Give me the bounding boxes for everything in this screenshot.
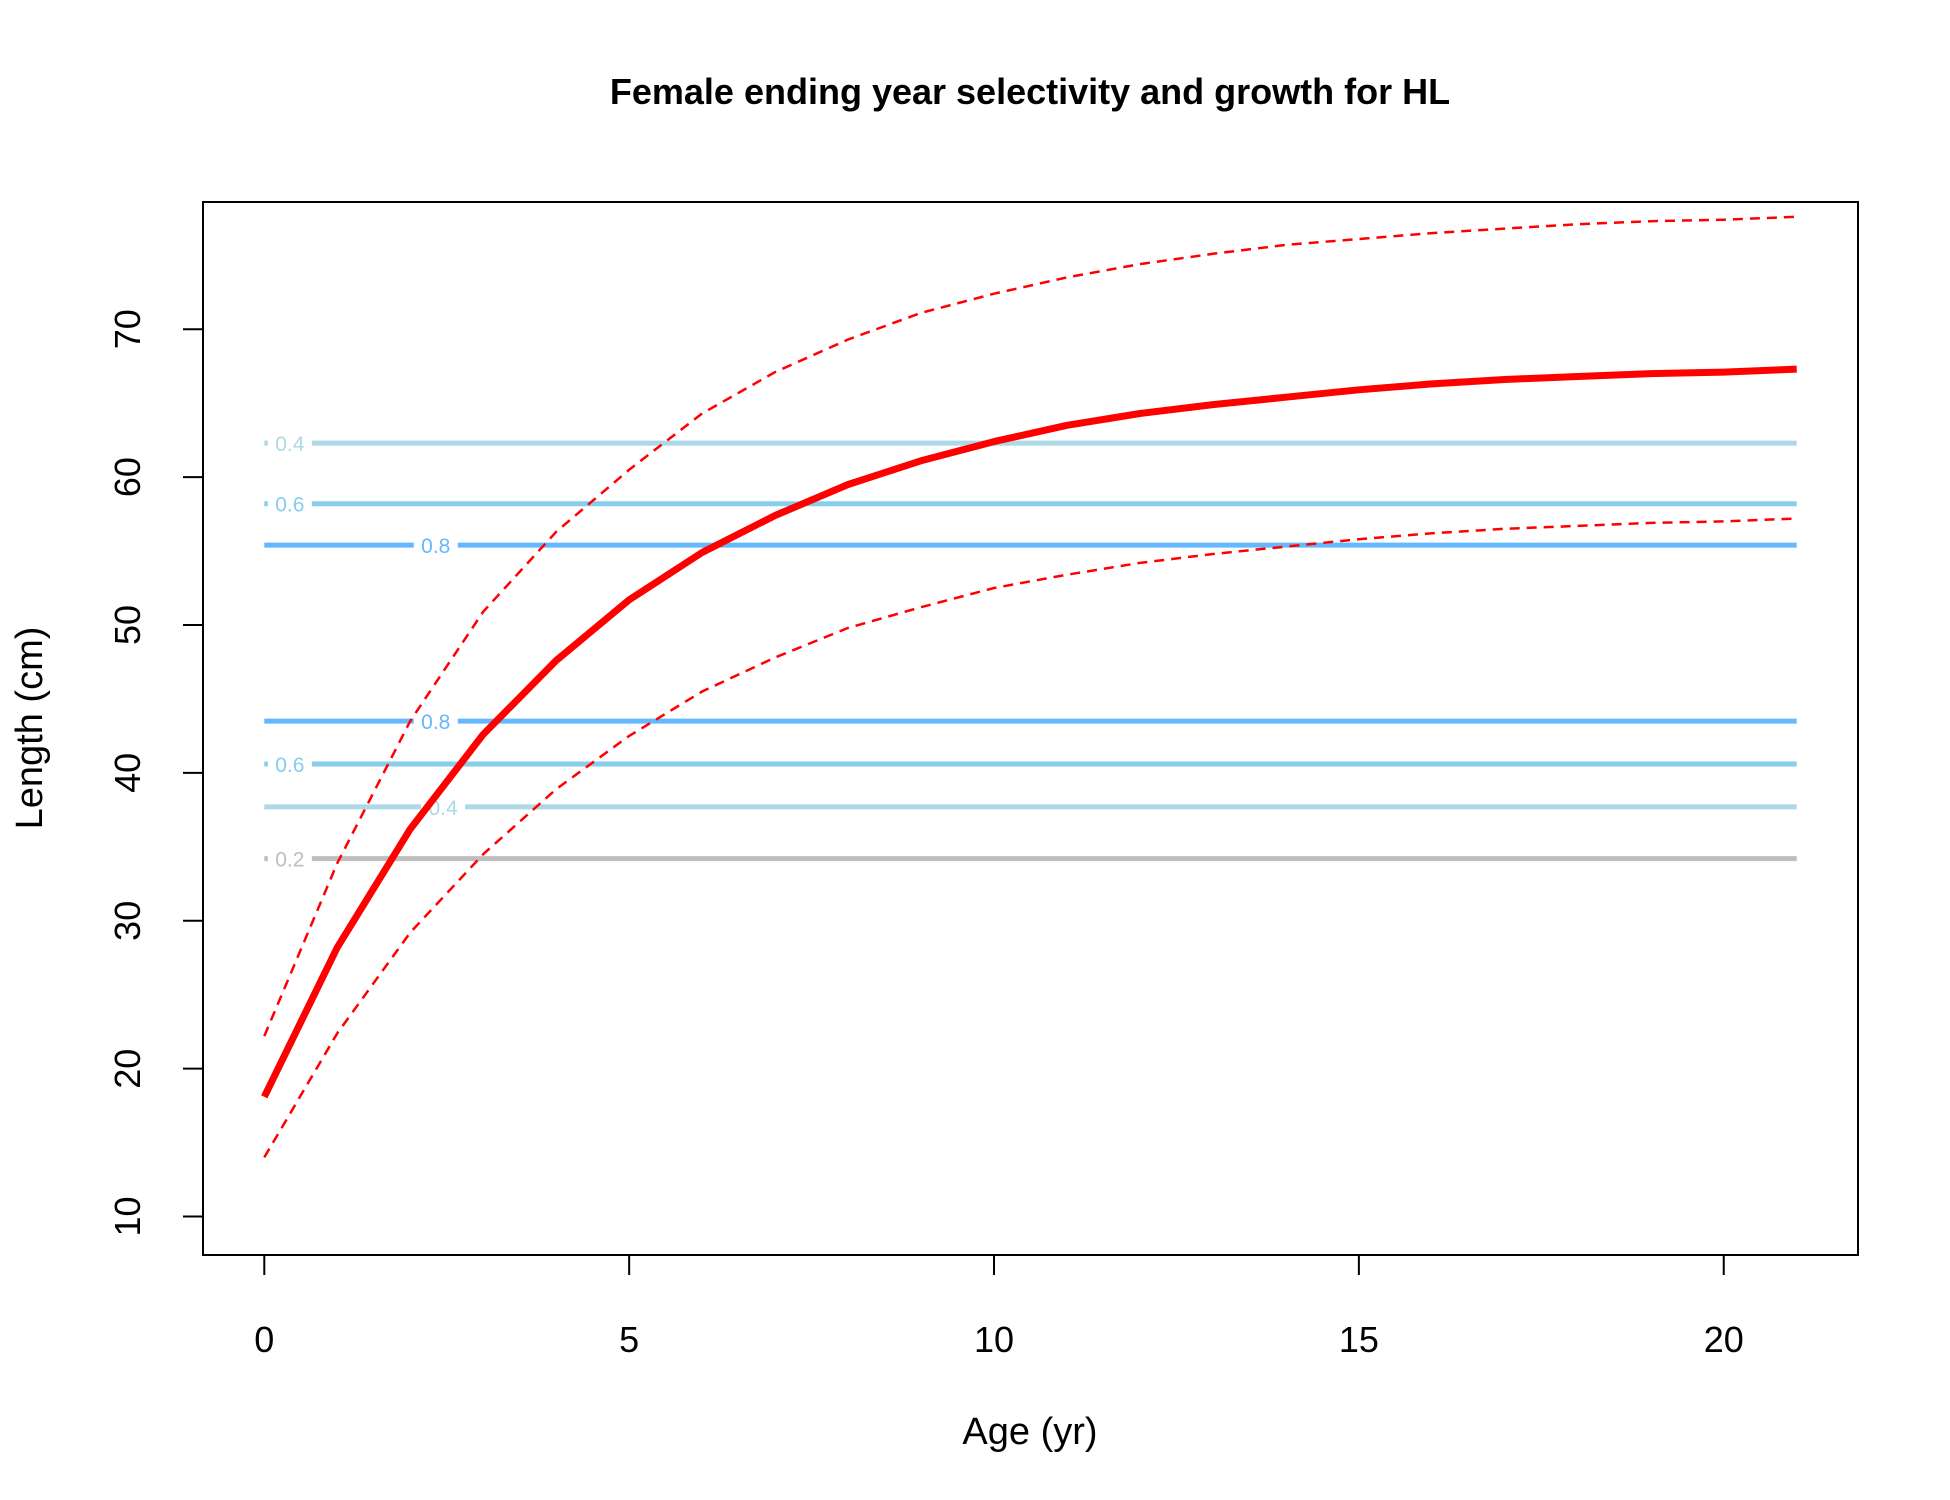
y-tick-label: 70: [107, 309, 148, 349]
contour-label: 0.2: [275, 849, 304, 872]
contour-label: 0.6: [275, 754, 304, 777]
growth-curve-upper: [263, 215, 1797, 1037]
contour-label: 0.8: [421, 711, 450, 734]
contour-label: 0.4: [428, 797, 458, 820]
x-tick-label: 15: [1339, 1319, 1379, 1360]
x-tick-label: 5: [619, 1319, 639, 1360]
contour-0.4: 0.4: [264, 797, 1797, 820]
y-tick-label: 50: [107, 605, 148, 645]
y-axis: 10 20 30 40 50 60 70: [107, 309, 204, 1237]
contour-0.4: 0.4: [264, 433, 1797, 456]
contour-0.8: 0.8: [264, 535, 1797, 558]
contour-0.2: 0.2: [264, 849, 1797, 872]
contour-0.6: 0.6: [264, 754, 1797, 777]
contour-label: 0.8: [421, 535, 450, 558]
x-axis: 0 5 10 15 20: [254, 1254, 1744, 1360]
contour-0.8: 0.8: [264, 711, 1797, 734]
y-tick-label: 40: [107, 753, 148, 793]
x-axis-label: Age (yr): [962, 1411, 1097, 1453]
y-tick-label: 10: [107, 1196, 148, 1236]
x-tick-label: 10: [974, 1319, 1014, 1360]
y-tick-label: 30: [107, 901, 148, 941]
x-tick-label: 20: [1704, 1319, 1744, 1360]
x-tick-label: 0: [254, 1319, 274, 1360]
contour-label: 0.4: [275, 433, 305, 456]
y-tick-label: 60: [107, 457, 148, 497]
y-tick-label: 20: [107, 1049, 148, 1089]
y-axis-label: Length (cm): [9, 627, 51, 830]
growth-curve-mean: [261, 365, 1797, 1099]
contour-0.6: 0.6: [264, 494, 1797, 517]
chart-title: Female ending year selectivity and growt…: [610, 71, 1450, 112]
contour-label: 0.6: [275, 494, 304, 517]
plot-area: 0.2 0.4 0.6 0.8 0.8 0.6 0.4: [261, 215, 1797, 1159]
